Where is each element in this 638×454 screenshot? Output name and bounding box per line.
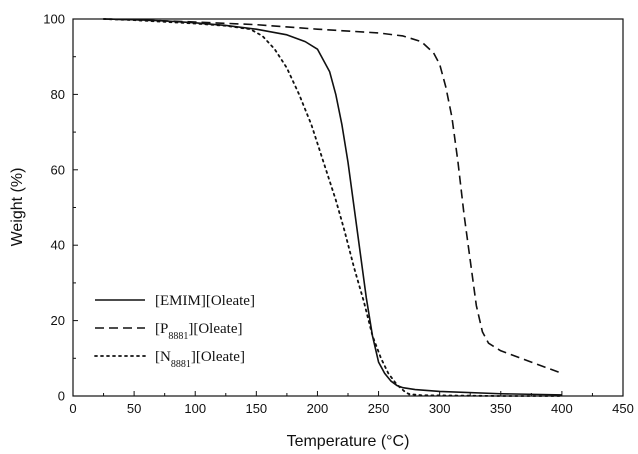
legend-label-1: [EMIM][Oleate]	[155, 293, 255, 309]
legend: [EMIM][Oleate] [P8881][Oleate] [N8881][Ole…	[94, 293, 255, 370]
x-tick-label: 400	[551, 401, 573, 416]
y-tick-label: 60	[51, 162, 65, 177]
y-tick-label: 40	[51, 238, 65, 253]
x-tick-label: 300	[429, 401, 451, 416]
x-tick-label: 450	[612, 401, 634, 416]
y-axis-title: Weight (%)	[9, 168, 26, 247]
x-tick-label: 100	[184, 401, 206, 416]
y-tick-label: 80	[51, 87, 65, 102]
series-line-2	[103, 18, 563, 375]
x-tick-label: 0	[69, 401, 76, 416]
x-tick-label: 250	[368, 401, 390, 416]
y-tick-label: 100	[43, 12, 65, 27]
x-tick-label: 150	[245, 401, 267, 416]
y-tick-label: 20	[51, 313, 65, 328]
plot-frame	[72, 18, 624, 397]
x-tick-label: 50	[127, 401, 141, 416]
axis-ticks: 0 50 100 150 200 250 300 350 400 450 0 20 40 60 80 100	[43, 12, 634, 417]
x-tick-label: 350	[490, 401, 512, 416]
legend-label-2: [P8881][Oleate]	[155, 321, 242, 342]
legend-label-3: [N8881][Oleate]	[155, 349, 245, 370]
series-lines	[102, 18, 563, 397]
y-tick-label: 0	[58, 389, 65, 404]
x-tick-label: 200	[307, 401, 329, 416]
x-axis-title: Temperature (°C)	[287, 433, 410, 450]
